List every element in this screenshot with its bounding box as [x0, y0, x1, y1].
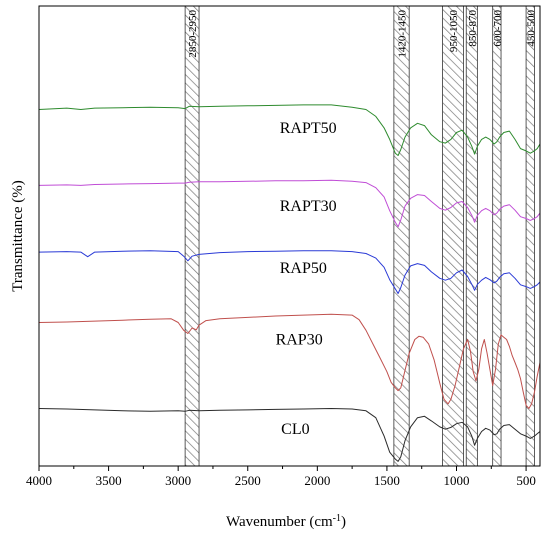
- series-line-RAP50: [39, 250, 540, 294]
- series-layer: [39, 104, 540, 462]
- series-line-CL0: [39, 408, 540, 462]
- band-label-600-700: 600-700: [492, 10, 504, 47]
- x-axis-label: Wavenumber (cm-1): [226, 513, 346, 531]
- x-axis-label-main: Wavenumber (cm: [226, 514, 333, 530]
- x-tick-label-2000: 2000: [304, 473, 330, 488]
- x-tick-label-4000: 4000: [26, 473, 52, 488]
- x-tick-label-2500: 2500: [235, 473, 261, 488]
- band-600-700: [492, 5, 502, 467]
- band-label-950-1050: 950-1050: [448, 10, 460, 53]
- x-axis-label-end: ): [341, 514, 346, 530]
- series-label-RAPT50: RAPT50: [280, 120, 337, 137]
- y-axis-label: Transmittance (%): [10, 180, 26, 292]
- band-label-1420-1450: 1420-1450: [397, 10, 409, 58]
- series-line-RAPT50: [39, 104, 540, 156]
- series-label-RAPT30: RAPT30: [280, 198, 337, 215]
- series-label-RAP50: RAP50: [280, 260, 327, 277]
- series-label-CL0: CL0: [281, 421, 309, 438]
- band-850-870: [465, 5, 478, 467]
- x-tick-label-500: 500: [516, 473, 536, 488]
- band-950-1050: [442, 5, 464, 467]
- labels-layer: RAPT50 RAPT30 RAP50 RAP30 CL0: [276, 120, 337, 438]
- series-label-RAP30: RAP30: [276, 332, 323, 349]
- x-tick-label-3500: 3500: [96, 473, 122, 488]
- x-tick-label-1000: 1000: [444, 473, 470, 488]
- series-line-RAP30: [39, 313, 540, 409]
- axis-layer: 4000 3500 3000 2500 2000 1500 1000 500: [26, 466, 536, 488]
- bands-layer: 2850-2950 1420-1450 950-1050 850-870 600-700…: [184, 5, 537, 467]
- series-line-RAPT30: [39, 179, 540, 228]
- plot-frame: [38, 5, 541, 467]
- x-tick-label-3000: 3000: [165, 473, 191, 488]
- band-label-450-500: 450-500: [525, 10, 537, 47]
- x-tick-label-1500: 1500: [374, 473, 400, 488]
- band-label-2850-2950: 2850-2950: [187, 10, 199, 58]
- x-axis-label-sup: -1: [333, 513, 341, 524]
- band-label-850-870: 850-870: [467, 10, 479, 47]
- band-2850-2950: [184, 5, 200, 467]
- band-1420-1450: [393, 5, 410, 467]
